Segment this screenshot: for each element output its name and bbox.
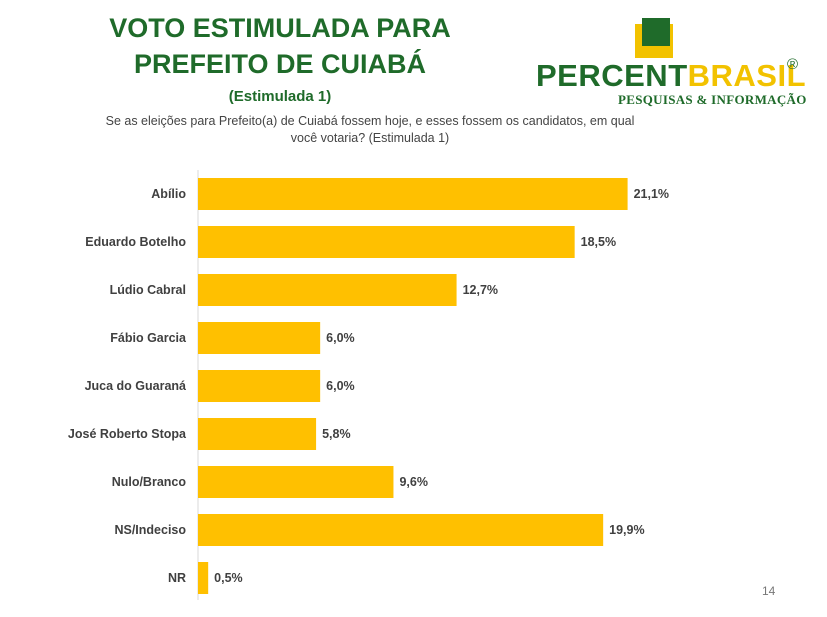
bar [198, 418, 317, 450]
bar [198, 466, 394, 498]
data-label: 5,8% [322, 427, 351, 441]
logo-brand-part-2: BRASIL [687, 58, 807, 93]
category-label: Fábio Garcia [110, 331, 187, 345]
logo-flag-icon [635, 18, 673, 58]
logo-green-square [642, 18, 670, 46]
data-label: 0,5% [214, 571, 243, 585]
page-number: 14 [762, 584, 776, 598]
data-label: 21,1% [634, 187, 669, 201]
data-label: 6,0% [326, 331, 355, 345]
percentbrasil-logo: PERCENTBRASIL ® PESQUISAS & INFORMAÇÃO [530, 18, 810, 113]
logo-tagline: PESQUISAS & INFORMAÇÃO [618, 92, 807, 107]
title-line-1: VOTO ESTIMULADA PARA [109, 13, 451, 43]
category-label: NR [168, 571, 186, 585]
question-line-1: Se as eleições para Prefeito(a) de Cuiab… [105, 114, 635, 128]
survey-question: Se as eleições para Prefeito(a) de Cuiab… [70, 113, 670, 147]
bar [198, 226, 575, 258]
page-title: VOTO ESTIMULADA PARA PREFEITO DE CUIABÁ [90, 10, 470, 82]
bar [198, 514, 604, 546]
bar-chart: Abílio 21,1% Eduardo Botelho 18,5% Lúdio Cab… [68, 170, 669, 600]
category-label: José Roberto Stopa [68, 427, 187, 441]
data-label: 9,6% [399, 475, 428, 489]
bar [198, 562, 209, 594]
category-label: Nulo/Branco [112, 475, 187, 489]
title-line-2: PREFEITO DE CUIABÁ [133, 49, 427, 79]
bar [198, 274, 457, 306]
logo-brand-part-1: PERCENT [536, 58, 688, 93]
bar [198, 370, 321, 402]
data-label: 19,9% [609, 523, 644, 537]
bar [198, 322, 321, 354]
data-label: 6,0% [326, 379, 355, 393]
data-label: 18,5% [581, 235, 616, 249]
page-subtitle: (Estimulada 1) [228, 88, 332, 105]
category-label: NS/Indeciso [114, 523, 186, 537]
category-label: Juca do Guaraná [85, 379, 186, 393]
question-line-2: você votaria? (Estimulada 1) [290, 131, 450, 145]
category-label: Eduardo Botelho [85, 235, 186, 249]
bar [198, 178, 628, 210]
logo-brand: PERCENTBRASIL [536, 58, 806, 94]
category-label: Lúdio Cabral [110, 283, 186, 297]
category-label: Abílio [151, 187, 186, 201]
logo-registered-mark: ® [787, 56, 799, 73]
data-label: 12,7% [463, 283, 498, 297]
